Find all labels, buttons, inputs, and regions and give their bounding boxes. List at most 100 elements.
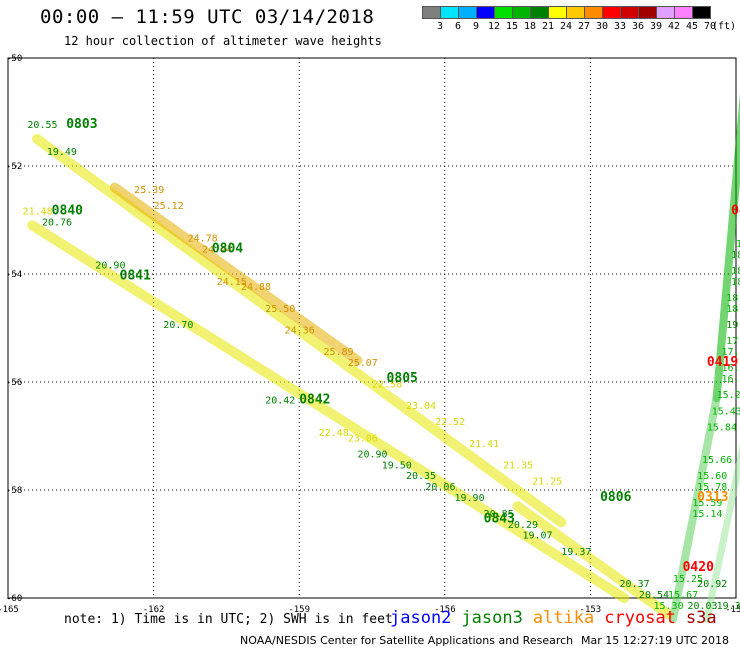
satellite-legend: jason2 jason3 altika cryosat s3a bbox=[390, 608, 717, 628]
wave-height-value: 19.90 bbox=[455, 493, 485, 504]
color-scale-label: 30 bbox=[595, 21, 609, 32]
wave-height-value: 24.88 bbox=[241, 282, 271, 293]
latitude-label: -52 bbox=[6, 162, 22, 172]
color-scale-label: 18 bbox=[523, 21, 537, 32]
color-scale-label: 70 bbox=[703, 21, 717, 32]
color-scale-label: 45 bbox=[685, 21, 699, 32]
track-time-label: 0313 bbox=[697, 490, 728, 505]
footer-timestamp: Mar 15 12:27:19 UTC 2018 bbox=[581, 634, 729, 647]
wave-height-value: 17.84 bbox=[736, 239, 740, 250]
track-time-label: 0842 bbox=[299, 393, 330, 408]
color-swatch-15 bbox=[692, 6, 711, 19]
wave-height-value: 22.58 bbox=[372, 379, 402, 390]
wave-height-value: 20.90 bbox=[95, 261, 125, 272]
wave-height-value: 25.39 bbox=[134, 185, 164, 196]
swath-band bbox=[703, 443, 740, 624]
wave-height-value: 17.88 bbox=[721, 347, 740, 358]
wave-height-value: 15.59 bbox=[692, 498, 722, 509]
wave-height-value: 15.24 bbox=[717, 390, 740, 401]
wave-height-value: 18.99 bbox=[726, 293, 740, 304]
wave-height-value: 20.92 bbox=[697, 579, 727, 590]
color-scale-unit: (ft) bbox=[711, 21, 737, 32]
wave-height-value: 19.37 bbox=[561, 547, 591, 558]
color-scale-label: 33 bbox=[613, 21, 627, 32]
map-grid bbox=[7, 57, 737, 599]
wave-height-value: 20.76 bbox=[42, 217, 72, 228]
swath-band bbox=[32, 134, 567, 528]
wave-height-value: 25.07 bbox=[348, 358, 378, 369]
wave-height-value: 16.42 bbox=[721, 374, 740, 385]
wave-height-value: 15.67 bbox=[668, 590, 698, 601]
legend-jason2: jason2 bbox=[390, 608, 452, 628]
wave-height-value: 20.42 bbox=[265, 396, 295, 407]
track-time-label: 0420 bbox=[683, 560, 714, 575]
wave-height-value: 25.12 bbox=[154, 201, 184, 212]
swath-band bbox=[712, 93, 740, 403]
legend-jason3: jason3 bbox=[461, 608, 523, 628]
color-scale-label: 36 bbox=[631, 21, 645, 32]
satellite-tracks bbox=[27, 93, 740, 624]
color-scale-labels: 3 6 9 12 15 18 21 24 27 30 33 36 39 42 45 70 (ft) bbox=[422, 21, 740, 35]
color-scale-label: 6 bbox=[454, 21, 462, 32]
track-time-label: 0805 bbox=[387, 371, 418, 386]
wave-height-value: 20.35 bbox=[406, 471, 436, 482]
swath-band bbox=[512, 501, 674, 620]
track-time-label: 0419 bbox=[707, 355, 738, 370]
wave-height-value: 19.65 bbox=[726, 320, 740, 331]
wave-height-value: 15.30 bbox=[653, 601, 683, 612]
wave-height-value: 15.60 bbox=[697, 471, 727, 482]
track-time-label: 0804 bbox=[212, 241, 243, 256]
footer-credit: NOAA/NESDIS Center for Satellite Applica… bbox=[240, 634, 574, 647]
longitude-label: -156 bbox=[434, 605, 456, 615]
wave-height-value: 21.25 bbox=[532, 477, 562, 488]
color-scale-bar bbox=[422, 6, 711, 19]
track-time-label: 0840 bbox=[52, 204, 83, 219]
wave-height-value: 15.14 bbox=[692, 509, 722, 520]
wave-height-value: 20.06 bbox=[425, 482, 455, 493]
color-scale-label: 12 bbox=[487, 21, 501, 32]
track-time-label: 0843 bbox=[484, 511, 515, 526]
wave-height-value: 15.84 bbox=[707, 423, 737, 434]
color-scale-label: 42 bbox=[667, 21, 681, 32]
map-title: 00:00 – 11:59 UTC 03/14/2018 bbox=[40, 6, 375, 28]
longitude-label: -153 bbox=[580, 605, 602, 615]
wave-height-value: 21.41 bbox=[469, 439, 499, 450]
wave-height-value: 23.04 bbox=[406, 401, 436, 412]
wave-height-value: 18.20 bbox=[726, 304, 740, 315]
swath-band bbox=[668, 394, 721, 624]
latitude-label: -60 bbox=[6, 594, 22, 604]
wave-height-value: 18.85 bbox=[731, 277, 740, 288]
wave-height-value: 21.35 bbox=[503, 460, 533, 471]
longitude-label: -165 bbox=[0, 605, 19, 615]
color-scale-label: 9 bbox=[472, 21, 480, 32]
swath-band bbox=[27, 220, 630, 603]
wave-height-value: 24.36 bbox=[285, 325, 315, 336]
track-time-label: 0803 bbox=[66, 117, 97, 132]
wave-height-value: 20.29 bbox=[508, 520, 538, 531]
wave-height-value: 18.25 bbox=[731, 250, 740, 261]
legend-cryosat: cryosat bbox=[604, 608, 676, 628]
wave-height-value: 19.50 bbox=[382, 460, 412, 471]
map-note: note: 1) Time is in UTC; 2) SWH is in fe… bbox=[64, 612, 393, 627]
longitude-label: -162 bbox=[143, 605, 165, 615]
wave-height-value: 25.89 bbox=[323, 347, 353, 358]
wave-height-value: 15.66 bbox=[702, 455, 732, 466]
axis-ticks: -165 -162 -159 -156 -153 -150 -50 -52 -54 -56 -58 -… bbox=[0, 54, 740, 615]
track-time-label: 0841 bbox=[120, 268, 151, 283]
longitude-label: -150 bbox=[725, 605, 740, 615]
track-time-label: 0806 bbox=[600, 490, 631, 505]
wave-height-value: 20.70 bbox=[163, 320, 193, 331]
wave-height-value: 22.52 bbox=[435, 417, 465, 428]
wave-height-value: 24.44 bbox=[202, 244, 232, 255]
wave-height-value: 20.55 bbox=[27, 120, 57, 131]
wave-height-value: 20.37 bbox=[620, 579, 650, 590]
wave-height-value: 20.54 bbox=[639, 590, 669, 601]
wave-height-value: 20.03 bbox=[687, 601, 717, 612]
wave-height-value: 18.40 bbox=[731, 266, 740, 277]
wave-height-value: 24.78 bbox=[188, 234, 218, 245]
longitude-label: -159 bbox=[288, 605, 310, 615]
wave-height-value: 19.49 bbox=[47, 147, 77, 158]
color-scale-label: 3 bbox=[436, 21, 444, 32]
wave-height-value: 21.48 bbox=[23, 207, 53, 218]
